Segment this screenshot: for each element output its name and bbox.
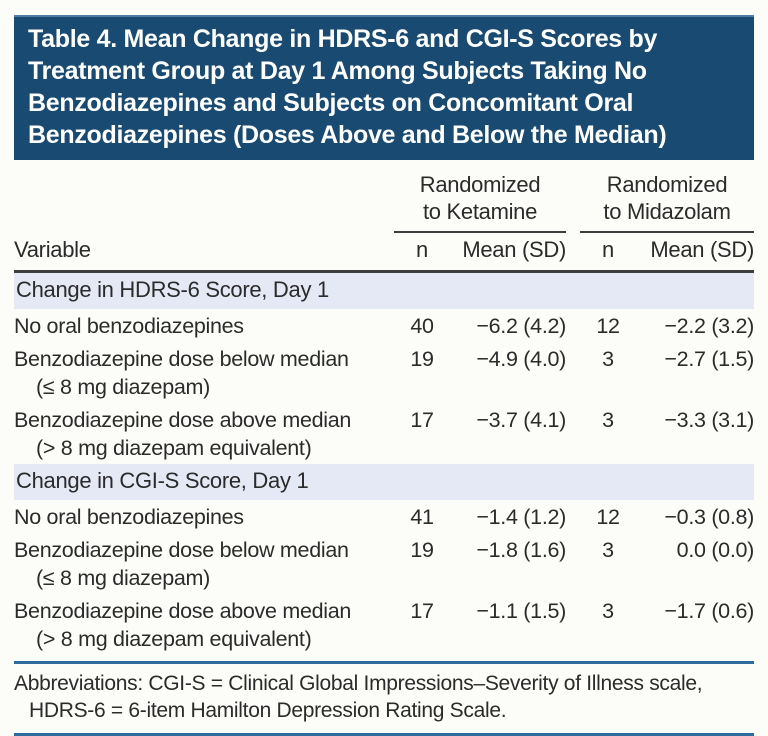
group-header-spacer (14, 167, 394, 232)
group-header-gap (566, 167, 580, 232)
footnote-line-2: HDRS-6 = 6-item Hamilton Depression Rati… (29, 699, 507, 722)
variable-sublabel: (≤ 8 mg diazepam) (36, 566, 210, 590)
ketamine-mean-value: −1.8 (1.6) (476, 538, 567, 562)
section-header-row: Change in CGI-S Score, Day 1 (14, 464, 755, 500)
variable-label: Benzodiazepine dose above median (14, 599, 352, 623)
variable-label: No oral benzodiazepines (14, 314, 244, 338)
midazolam-n-value: 3 (602, 599, 614, 623)
table-row: Benzodiazepine dose above median (> 8 mg … (14, 594, 754, 655)
midazolam-n-value: 3 (602, 347, 614, 371)
midazolam-n-value: 3 (602, 408, 614, 432)
midazolam-mean-value: 0.0 (0.0) (676, 538, 755, 562)
midazolam-mean-value: −2.7 (1.5) (664, 347, 755, 371)
variable-sublabel: (≤ 8 mg diazepam) (36, 375, 210, 399)
variable-cell: Benzodiazepine dose above median (> 8 mg … (14, 594, 394, 655)
variable-label: Benzodiazepine dose below median (14, 347, 349, 371)
column-gap (566, 342, 580, 403)
column-header-n-ketamine: n (394, 232, 450, 273)
variable-cell: Benzodiazepine dose above median (> 8 mg … (14, 403, 394, 464)
variable-sublabel: (> 8 mg diazepam equivalent) (36, 436, 312, 460)
midazolam-n-value: 3 (602, 538, 614, 562)
midazolam-mean-value: −0.3 (0.8) (664, 505, 755, 529)
section-header-row: Change in HDRS-6 Score, Day 1 (14, 271, 755, 309)
ketamine-n-value: 17 (410, 599, 434, 623)
column-gap (566, 403, 580, 464)
group-header-midazolam: Randomized to Midazolam (580, 167, 755, 233)
variable-label: Benzodiazepine dose below median (14, 538, 349, 562)
midazolam-n-value: 12 (596, 314, 620, 338)
section-header: Change in HDRS-6 Score, Day 1 (14, 271, 755, 309)
midazolam-mean-value: −3.3 (3.1) (664, 408, 755, 432)
table-row: Benzodiazepine dose above median (> 8 mg … (14, 403, 754, 464)
column-gap (566, 500, 580, 533)
ketamine-n-value: 19 (410, 347, 434, 371)
ketamine-n-value: 19 (410, 538, 434, 562)
variable-sublabel: (> 8 mg diazepam equivalent) (36, 627, 312, 651)
column-header-gap (566, 232, 581, 273)
column-gap (566, 533, 580, 594)
table-row: Benzodiazepine dose below median (≤ 8 mg … (14, 342, 754, 403)
table-body: Change in HDRS-6 Score, Day 1 No oral ben… (14, 271, 755, 656)
ketamine-mean-value: −4.9 (4.0) (476, 347, 567, 371)
ketamine-n-value: 40 (410, 314, 434, 338)
table-row: Benzodiazepine dose below median (≤ 8 mg … (14, 533, 754, 594)
midazolam-mean-value: −2.2 (3.2) (664, 314, 755, 338)
footnote-line-1: Abbreviations: CGI-S = Clinical Global I… (14, 672, 703, 695)
ketamine-n-value: 41 (410, 505, 434, 529)
ketamine-mean-value: −6.2 (4.2) (476, 314, 567, 338)
column-header-mean-ketamine: Mean (SD) (450, 232, 566, 273)
variable-cell: Benzodiazepine dose below median (≤ 8 mg … (14, 533, 394, 594)
group-header-ketamine: Randomized to Ketamine (394, 167, 567, 233)
column-header-mean-midazolam: Mean (SD) (636, 232, 754, 273)
column-header-row: Variable n Mean (SD) n Mean (SD) (14, 232, 754, 273)
ketamine-mean-value: −3.7 (4.1) (476, 408, 567, 432)
column-gap (566, 594, 580, 655)
column-gap (566, 309, 580, 342)
midazolam-mean-value: −1.7 (0.6) (664, 599, 755, 623)
table-row: No oral benzodiazepines 40 −6.2 (4.2) 12 −2.… (14, 309, 754, 342)
column-header-variable: Variable (14, 232, 394, 273)
abbreviations-footnote: Abbreviations: CGI-S = Clinical Global I… (14, 661, 754, 736)
ketamine-n-value: 17 (410, 408, 434, 432)
variable-label: No oral benzodiazepines (14, 505, 244, 529)
group-header-row: Randomized to Ketamine Randomized to Mid… (14, 167, 755, 233)
column-header-n-midazolam: n (580, 232, 637, 273)
section-header: Change in CGI-S Score, Day 1 (14, 464, 755, 500)
ketamine-mean-value: −1.4 (1.2) (476, 505, 567, 529)
stats-table: Randomized to Ketamine Randomized to Mid… (14, 167, 754, 655)
table-row: No oral benzodiazepines 41 −1.4 (1.2) 12 −0.… (14, 500, 754, 533)
ketamine-mean-value: −1.1 (1.5) (476, 599, 567, 623)
table-figure: Table 4. Mean Change in HDRS-6 and CGI-S… (14, 0, 754, 736)
table-title: Table 4. Mean Change in HDRS-6 and CGI-S… (14, 15, 754, 160)
variable-label: Benzodiazepine dose above median (14, 408, 352, 432)
variable-cell: Benzodiazepine dose below median (≤ 8 mg … (14, 342, 394, 403)
table-head: Randomized to Ketamine Randomized to Mid… (14, 167, 755, 273)
midazolam-n-value: 12 (596, 505, 620, 529)
variable-cell: No oral benzodiazepines (14, 309, 394, 342)
variable-cell: No oral benzodiazepines (14, 500, 394, 533)
